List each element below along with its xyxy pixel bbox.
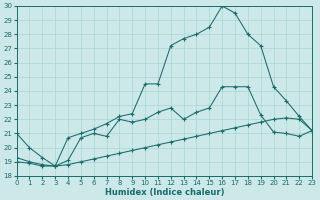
X-axis label: Humidex (Indice chaleur): Humidex (Indice chaleur) [105,188,224,197]
